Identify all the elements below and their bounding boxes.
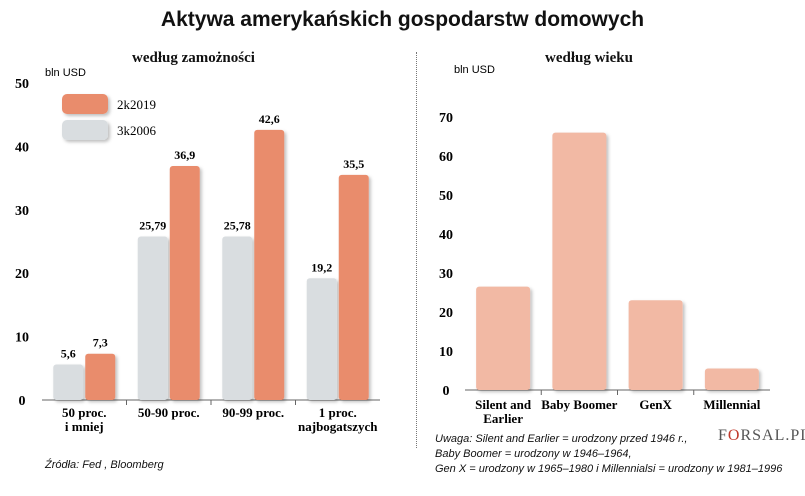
left-y-tick-5: 50	[15, 77, 29, 92]
footnote-line-3: Gen X = urodzony w 1965–1980 i Millennia…	[435, 463, 783, 475]
left-bar-1-2	[254, 129, 285, 400]
left-y-tick-0: 0	[19, 394, 26, 409]
right-bar-3	[704, 368, 759, 390]
left-x-tick-1: 50-90 proc.	[138, 405, 200, 420]
right-bar-0	[476, 286, 531, 390]
left-bar-label-0-1: 25,79	[139, 218, 166, 232]
footnote-line-1: Uwaga: Silent and Earlier = urodzony prz…	[435, 433, 688, 445]
left-bar-1-1	[169, 166, 200, 400]
left-bar-0-1	[137, 236, 168, 400]
right-y-axis-label: bln USD	[454, 64, 495, 76]
left-y-tick-3: 30	[15, 204, 29, 219]
left-x-tick-3: 1 proc. najbogatszych	[298, 405, 378, 434]
legend-swatch-1	[62, 94, 108, 114]
left-bar-label-0-3: 19,2	[311, 260, 332, 274]
right-chart-subtitle: według wieku	[545, 50, 633, 66]
left-bar-label-1-3: 35,5	[343, 157, 364, 171]
wealth-chart: bln USD 0 10 20 30 40 50 5,6 7,3 50 proc. i mniej 2…	[15, 67, 380, 434]
left-y-tick-1: 10	[15, 331, 29, 346]
left-bar-label-0-2: 25,78	[224, 219, 251, 233]
forsal-logo: FORSAL.PL	[718, 427, 805, 444]
right-y-tick-6: 60	[439, 150, 453, 165]
left-bar-0-3	[306, 278, 337, 400]
right-y-tick-4: 40	[439, 228, 453, 243]
left-y-tick-2: 20	[15, 267, 29, 282]
right-bar-2	[628, 300, 683, 390]
right-y-tick-2: 20	[439, 306, 453, 321]
legend-label-1: 2k2019	[117, 97, 156, 112]
right-x-tick-0: Silent and Earlier	[475, 397, 532, 426]
right-y-tick-3: 30	[439, 267, 453, 282]
left-bar-0-2	[222, 236, 253, 400]
source-note: Źródła: Fed , Bloomberg	[45, 459, 164, 471]
legend-label-0: 3k2006	[117, 123, 157, 138]
left-x-tick-0: 50 proc. i mniej	[62, 405, 107, 434]
legend-swatch-0	[62, 120, 108, 140]
chart-title: Aktywa amerykańskich gospodarstw domowyc…	[160, 8, 645, 31]
footnote-line-2: Baby Boomer = urodzony w 1946–1964,	[435, 448, 632, 460]
right-y-tick-7: 70	[439, 111, 453, 126]
left-chart-subtitle: według zamożności	[132, 50, 255, 66]
right-y-tick-1: 10	[439, 345, 453, 360]
right-x-tick-1: Baby Boomer	[541, 397, 617, 412]
age-chart: bln USD 0 10 20 30 40 50 60 70 Silent and Earlier B…	[439, 64, 770, 426]
left-bar-label-1-1: 36,9	[174, 148, 195, 162]
panel-divider	[416, 52, 417, 448]
left-y-tick-4: 40	[15, 140, 29, 155]
left-bar-0-0	[53, 364, 84, 400]
left-bar-1-3	[338, 174, 369, 400]
right-bar-1	[552, 132, 607, 390]
left-bar-label-1-0: 7,3	[93, 336, 108, 350]
right-y-tick-0: 0	[443, 384, 450, 399]
left-bar-label-1-2: 42,6	[259, 112, 280, 126]
right-x-tick-3: Millennial	[703, 397, 760, 412]
left-x-tick-2: 90-99 proc.	[222, 405, 284, 420]
left-y-axis-label: bln USD	[45, 67, 86, 79]
left-bar-label-0-0: 5,6	[61, 346, 76, 360]
right-y-tick-5: 50	[439, 189, 453, 204]
right-x-tick-2: GenX	[639, 397, 672, 412]
left-bar-1-0	[85, 353, 116, 400]
